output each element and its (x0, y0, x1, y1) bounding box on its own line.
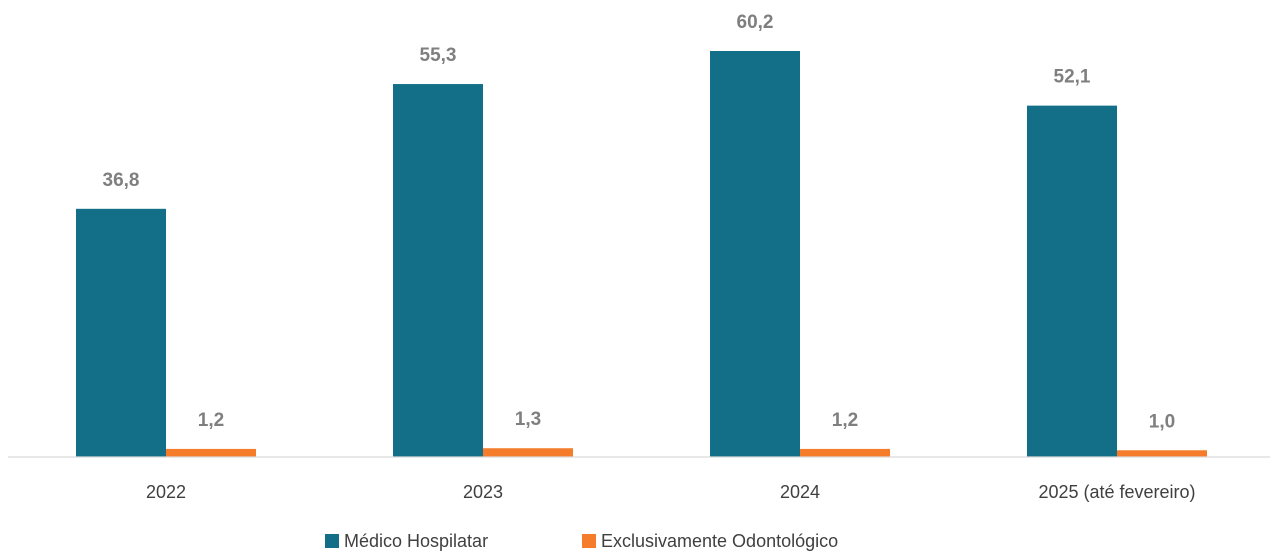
bar-medico-hospilatar-2024 (710, 51, 800, 457)
legend-label-exclusivamente-odontologico: Exclusivamente Odontológico (601, 531, 838, 551)
x-tick-label-2023: 2023 (463, 482, 503, 502)
data-label-exclusivamente-odontologico-2024: 1,2 (832, 410, 858, 431)
x-tick-label-2024: 2024 (780, 482, 820, 502)
bar-exclusivamente-odontologico-2022 (166, 448, 256, 457)
data-labels-layer: 36,8 1,2 55,3 1,3 60,2 1,2 52,1 1,0 (103, 12, 1176, 432)
data-label-medico-hospilatar-2023: 55,3 (420, 45, 457, 66)
legend: Médico Hospilatar Exclusivamente Odontoló… (325, 531, 838, 551)
legend-label-medico-hospilatar: Médico Hospilatar (344, 531, 488, 551)
legend-swatch-medico-hospilatar (325, 534, 339, 548)
bar-medico-hospilatar-2025-ate-fevereiro (1027, 105, 1117, 458)
data-label-medico-hospilatar-2022: 36,8 (103, 170, 140, 191)
data-label-medico-hospilatar-2024: 60,2 (737, 12, 774, 33)
data-label-exclusivamente-odontologico-2022: 1,2 (198, 410, 224, 431)
x-tick-label-2022: 2022 (146, 482, 186, 502)
bar-exclusivamente-odontologico-2023 (483, 448, 573, 457)
bar-exclusivamente-odontologico-2025-ate-fevereiro (1117, 450, 1207, 457)
x-axis-tick-labels: 2022 2023 2024 2025 (até fevereiro) (146, 482, 1196, 502)
bars-layer (76, 51, 1207, 458)
data-label-exclusivamente-odontologico-2023: 1,3 (515, 409, 541, 430)
data-label-exclusivamente-odontologico-2025-ate-fevereiro: 1,0 (1149, 411, 1175, 432)
legend-swatch-exclusivamente-odontologico (582, 534, 596, 548)
bar-medico-hospilatar-2023 (393, 84, 483, 457)
bar-exclusivamente-odontologico-2024 (800, 448, 890, 457)
bar-medico-hospilatar-2022 (76, 208, 166, 457)
x-tick-label-2025-ate-fevereiro: 2025 (até fevereiro) (1038, 482, 1195, 502)
data-label-medico-hospilatar-2025-ate-fevereiro: 52,1 (1054, 67, 1091, 88)
